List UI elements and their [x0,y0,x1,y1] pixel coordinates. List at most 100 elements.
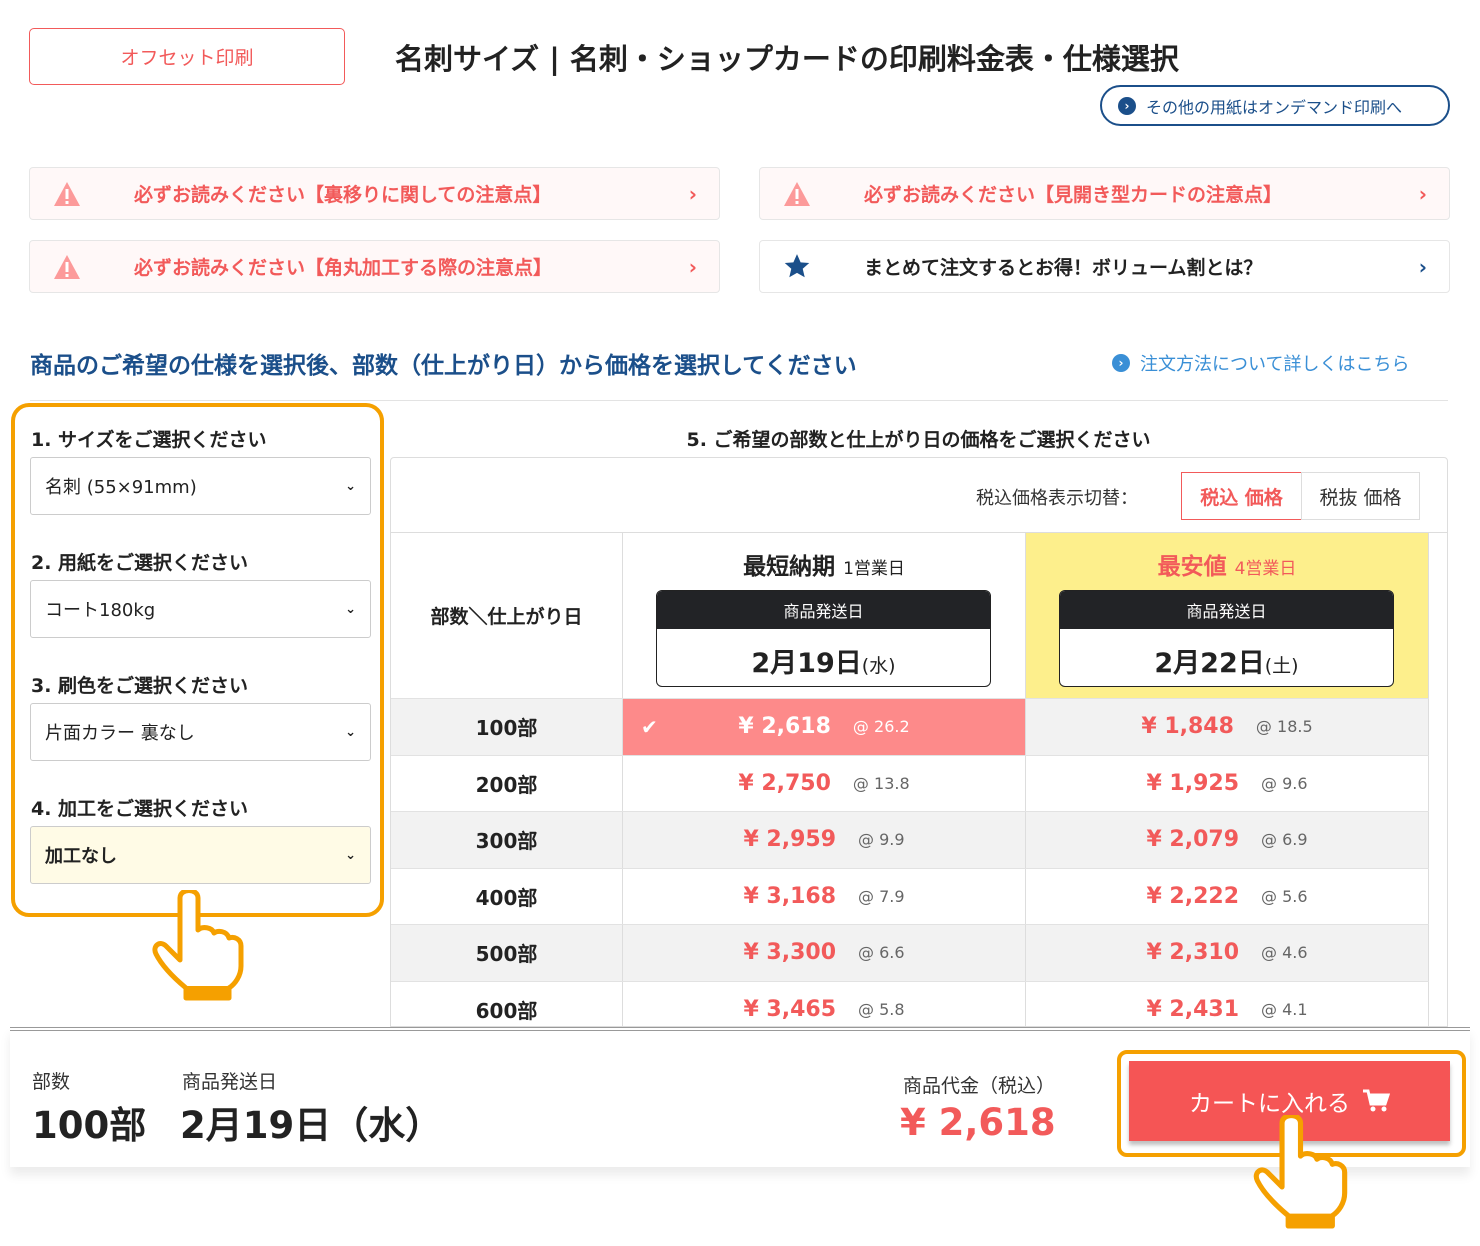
unit-price: @ 5.8 [858,999,905,1019]
cart-icon [1363,1089,1390,1112]
chevron-circle-icon: › [1112,354,1130,372]
pointing-hand-icon [1253,1115,1348,1229]
price: ¥ 2,618 [738,714,831,740]
notice-rounded-corners[interactable]: 必ずお読みください【角丸加工する際の注意点】 › [29,240,720,293]
qty-cell: 600部 [391,981,623,1026]
price-cell-fastest[interactable]: ✔ ¥ 2,618 @ 26.2 [623,699,1026,755]
size-select[interactable]: 名刺 (55×91mm) ⌄ [30,457,371,515]
price: ¥ 1,925 [1146,770,1240,796]
price-cell-fastest[interactable]: ¥ 2,959 @ 9.9 [623,812,1026,868]
offset-print-button[interactable]: オフセット印刷 [29,28,345,85]
price: ¥ 2,310 [1146,940,1240,966]
order-howto-label: 注文方法について詳しくはこちら [1140,354,1410,375]
qty-cell: 200部 [391,755,623,811]
unit-price: @ 4.1 [1261,999,1308,1019]
price-table-title: 5. ご希望の部数と仕上がり日の価格をご選択ください [686,429,1151,451]
size-label: 1. サイズをご選択ください [31,429,267,451]
notice-offset-transfer[interactable]: 必ずお読みください【裏移りに関しての注意点】 › [29,167,720,220]
ship-label: 商品発送日 [1060,591,1393,629]
price-cell-cheapest[interactable]: ¥ 1,925 @ 9.6 [1026,755,1429,811]
warning-icon [782,181,812,207]
price-table: 税込価格表示切替： 税込 価格 税抜 価格 部数＼仕上がり日 最短納期 1営業日 … [390,457,1448,1027]
notice-label: 必ずお読みください【裏移りに関しての注意点】 [134,184,552,206]
column-title: 最安値 [1157,554,1227,580]
order-summary-bar: 部数 100部 商品発送日 2月19日（水） 商品代金（税込） ¥ 2,618 [10,1027,1470,1167]
notice-folded-card[interactable]: 必ずお読みください【見開き型カードの注意点】 › [759,167,1450,220]
qty-value: 100部 [32,1104,147,1147]
price-cell-cheapest[interactable]: ¥ 2,431 @ 4.1 [1026,981,1429,1026]
ondemand-link[interactable]: › その他の用紙はオンデマンド印刷へ [1100,85,1450,126]
chevron-right-icon: › [1418,254,1427,279]
finish-label: 4. 加工をご選択ください [31,798,249,820]
warning-icon [52,254,82,280]
unit-price: @ 4.6 [1261,943,1308,963]
table-row: 100部 ✔ ¥ 2,618 @ 26.2 ¥ 1,848 @ 18.5 [391,698,1429,755]
notice-label: まとめて注文するとお得！ボリューム割とは？ [864,257,1263,279]
color-label: 3. 刷色をご選択ください [31,675,249,697]
table-row: 300部 ¥ 2,959 @ 9.9 ¥ 2,079 @ 6.9 [391,811,1429,868]
qty-cell: 300部 [391,812,623,868]
star-icon [782,253,812,281]
ship-date: 2月22日 [1154,648,1265,679]
price: ¥ 2,750 [738,770,831,796]
price-cell-cheapest[interactable]: ¥ 2,310 @ 4.6 [1026,925,1429,981]
price-cell-fastest[interactable]: ¥ 3,465 @ 5.8 [623,981,1026,1026]
price-cell-cheapest[interactable]: ¥ 2,079 @ 6.9 [1026,812,1429,868]
price: ¥ 3,465 [743,996,837,1022]
cart-label: カートに入れる [1189,1091,1350,1117]
unit-price: @ 9.9 [858,830,905,850]
price-cell-cheapest[interactable]: ¥ 2,222 @ 5.6 [1026,868,1429,924]
column-cheapest: 最安値 4営業日 商品発送日 2月22日(土) [1026,533,1429,698]
chevron-circle-icon: › [1118,96,1136,115]
qty-cell: 100部 [391,699,623,755]
price: ¥ 2,431 [1146,996,1240,1022]
qty-cell: 400部 [391,868,623,924]
unit-price: @ 6.9 [1261,830,1308,850]
table-row: 600部 ¥ 3,465 @ 5.8 ¥ 2,431 @ 4.1 [391,980,1429,1026]
price-cell-fastest[interactable]: ¥ 3,300 @ 6.6 [623,925,1026,981]
unit-price: @ 7.9 [858,886,905,906]
price-cell-fastest[interactable]: ¥ 3,168 @ 7.9 [623,868,1026,924]
notice-label: 必ずお読みください【見開き型カードの注意点】 [864,184,1283,206]
chevron-right-icon: › [688,181,697,206]
size-value: 名刺 (55×91mm) [45,477,197,498]
price-label: 商品代金（税込） [903,1075,1056,1097]
unit-price: @ 6.6 [858,943,905,963]
price-value: ¥ 2,618 [900,1101,1056,1144]
price: ¥ 2,222 [1146,883,1240,909]
price-cell-cheapest[interactable]: ¥ 1,848 @ 18.5 [1026,699,1429,755]
table-row: 400部 ¥ 3,168 @ 7.9 ¥ 2,222 @ 5.6 [391,867,1429,924]
ondemand-link-label: その他の用紙はオンデマンド印刷へ [1146,97,1403,117]
unit-price: @ 9.6 [1261,773,1308,793]
notice-volume-discount[interactable]: まとめて注文するとお得！ボリューム割とは？ › [759,240,1450,293]
color-value: 片面カラー 裏なし [45,723,195,744]
ship-dow: (土) [1264,655,1299,677]
column-fastest: 最短納期 1営業日 商品発送日 2月19日(水) [623,533,1026,698]
check-icon: ✔ [641,714,658,739]
column-days: 1営業日 [843,559,905,579]
price: ¥ 1,848 [1141,714,1234,740]
corner-header: 部数＼仕上がり日 [391,533,623,698]
unit-price: @ 18.5 [1255,717,1313,737]
tax-included-button[interactable]: 税込 価格 [1181,472,1302,520]
notice-label: 必ずお読みください【角丸加工する際の注意点】 [134,257,553,279]
price: ¥ 2,079 [1146,827,1240,853]
ship-label: 商品発送日 [182,1071,278,1093]
table-row: 500部 ¥ 3,300 @ 6.6 ¥ 2,310 @ 4.6 [391,924,1429,981]
color-select[interactable]: 片面カラー 裏なし ⌄ [30,703,371,761]
column-days: 4営業日 [1234,559,1297,579]
instruction-heading: 商品のご希望の仕様を選択後、部数（仕上がり日）から価格を選択してください [30,353,857,379]
chevron-down-icon: ⌄ [345,601,356,617]
warning-icon [52,181,82,207]
order-howto-link[interactable]: › 注文方法について詳しくはこちら [1112,350,1409,376]
price-cell-fastest[interactable]: ¥ 2,750 @ 13.8 [623,755,1026,811]
tax-excluded-button[interactable]: 税抜 価格 [1301,472,1420,520]
tax-toggle-label: 税込価格表示切替： [976,488,1138,509]
finish-select[interactable]: 加工なし ⌄ [30,826,371,884]
ship-label: 商品発送日 [657,591,990,629]
qty-cell: 500部 [391,925,623,981]
paper-select[interactable]: コート180kg ⌄ [30,580,371,638]
unit-price: @ 13.8 [852,773,910,793]
paper-label: 2. 用紙をご選択ください [31,552,249,574]
ship-date: 2月19日 [751,648,862,679]
